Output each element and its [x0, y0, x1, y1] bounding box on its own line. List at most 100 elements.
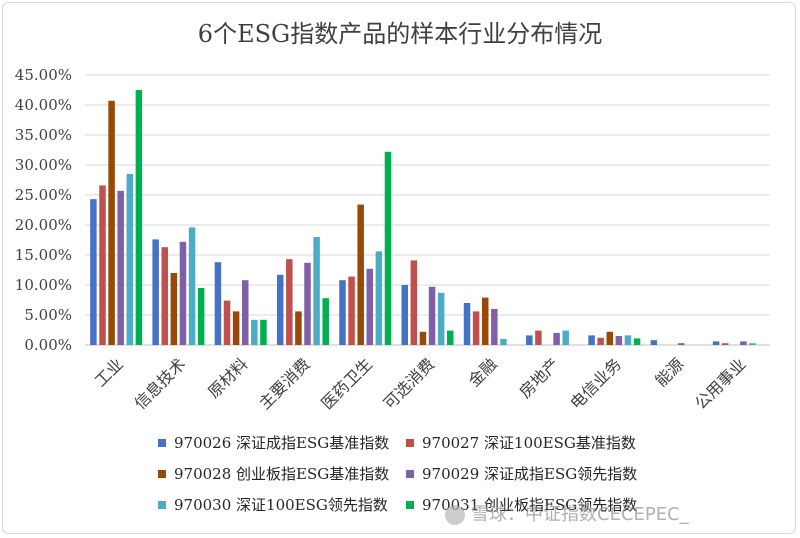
bar	[650, 340, 658, 345]
watermark-text: 雪球：中证指数CECEPEC_	[471, 504, 689, 525]
x-tick-label: 工业	[91, 354, 127, 390]
y-tick-label: 25.00%	[15, 186, 72, 204]
legend-swatch	[406, 469, 414, 478]
bar	[588, 335, 595, 345]
x-tick-label: 公用事业	[691, 354, 750, 413]
bar	[276, 274, 284, 345]
bar	[232, 311, 240, 345]
bar	[606, 331, 614, 345]
bar	[223, 300, 231, 345]
legend-item: 970026 深证成指ESG基准指数	[158, 432, 389, 453]
legend-swatch	[158, 438, 166, 447]
bar	[251, 319, 258, 345]
legend-swatch	[406, 438, 414, 447]
bar	[633, 338, 641, 345]
bar	[126, 174, 134, 345]
bar	[535, 330, 542, 345]
bar	[375, 251, 383, 345]
y-tick-label: 35.00%	[15, 126, 72, 144]
x-tick-label: 原材料	[204, 354, 251, 401]
bar	[117, 190, 124, 345]
legend-item: 970031 创业板指ESG领先指数	[406, 494, 637, 515]
bar	[500, 339, 507, 345]
y-tick-label: 5.00%	[24, 306, 72, 324]
x-tick-label: 可选消费	[380, 354, 439, 413]
bar	[214, 262, 222, 345]
y-tick-label: 45.00%	[15, 66, 72, 84]
bar	[721, 343, 729, 345]
legend-swatch	[406, 500, 414, 509]
x-tick-label: 能源	[651, 354, 687, 390]
bar	[491, 309, 498, 345]
legend-item: 970029 深证成指ESG领先指数	[406, 463, 637, 484]
bar	[179, 241, 187, 345]
bar	[624, 335, 632, 345]
x-tick-label: 医药卫生	[317, 354, 376, 413]
x-tick-label: 房地产	[515, 354, 562, 401]
watermark: 雪球：中证指数CECEPEC_	[445, 500, 689, 526]
legend-item: 970028 创业板指ESG基准指数	[158, 463, 389, 484]
legend-label: 970031 创业板指ESG领先指数	[422, 496, 638, 514]
bar	[357, 204, 364, 345]
y-tick-label: 10.00%	[15, 276, 72, 294]
legend-label: 970026 深证成指ESG基准指数	[174, 434, 390, 452]
bar	[526, 335, 533, 345]
x-tick-label: 电信业务	[566, 354, 625, 413]
bar	[90, 199, 97, 345]
bar	[677, 343, 685, 345]
bar	[428, 286, 436, 345]
bar	[481, 297, 489, 345]
x-tick-label: 主要消费	[255, 354, 314, 413]
bar	[241, 280, 249, 345]
bar	[366, 268, 374, 345]
legend-label: 970029 深证成指ESG领先指数	[422, 465, 638, 483]
bar	[437, 292, 445, 345]
bar	[135, 90, 143, 345]
bar	[260, 319, 267, 345]
bar	[197, 288, 205, 345]
bar	[401, 285, 408, 345]
bar	[286, 259, 293, 345]
bar	[562, 330, 569, 345]
bar	[188, 227, 196, 345]
snowball-logo-icon	[445, 505, 465, 525]
bar	[410, 260, 418, 345]
bar	[304, 262, 311, 345]
y-tick-label: 30.00%	[15, 156, 72, 174]
bar	[99, 185, 106, 345]
bar	[161, 247, 169, 345]
bar	[553, 333, 560, 345]
bar	[108, 100, 115, 345]
legend-label: 970027 深证100ESG基准指数	[422, 434, 636, 452]
bar	[295, 311, 302, 345]
bar	[348, 276, 355, 345]
bar	[313, 237, 320, 345]
legend-item: 970027 深证100ESG基准指数	[406, 432, 636, 453]
bar	[322, 298, 329, 345]
y-tick-label: 15.00%	[15, 246, 72, 264]
chart-title: 6个ESG指数产品的样本行业分布情况	[197, 20, 603, 48]
y-tick-label: 0.00%	[24, 336, 72, 354]
bar	[615, 336, 623, 345]
bar	[463, 303, 471, 345]
bar	[712, 341, 720, 345]
legend-swatch	[158, 469, 166, 478]
y-tick-label: 20.00%	[15, 216, 72, 234]
bar	[749, 343, 756, 345]
legend-item: 970030 深证100ESG领先指数	[158, 494, 388, 515]
bar	[339, 280, 346, 345]
bar	[152, 239, 159, 345]
legend-label: 970030 深证100ESG领先指数	[174, 496, 388, 514]
x-tick-label: 金融	[465, 354, 501, 390]
bar	[740, 341, 747, 345]
bar	[597, 337, 604, 345]
bar	[419, 331, 427, 345]
bar	[447, 330, 454, 345]
legend-label: 970028 创业板指ESG基准指数	[174, 465, 390, 483]
legend-swatch	[158, 500, 166, 509]
bar	[384, 151, 392, 345]
bar	[170, 273, 178, 345]
bar	[472, 311, 480, 345]
